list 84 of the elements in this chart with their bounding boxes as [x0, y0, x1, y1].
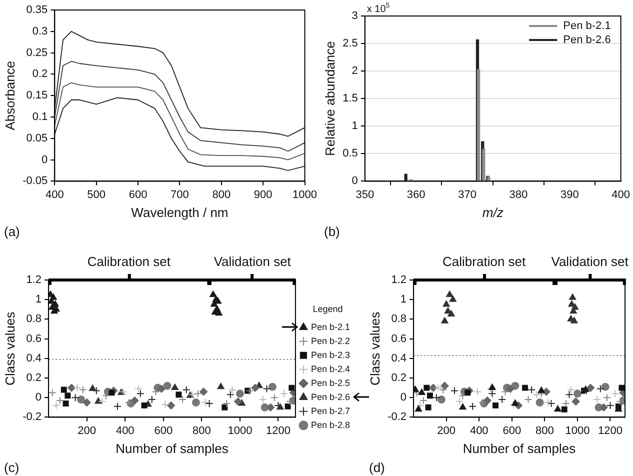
text: (c): [4, 460, 20, 475]
legend-label: Pen b-2.8: [310, 420, 350, 430]
x-axis-title: Number of samples: [462, 440, 576, 456]
y-tick-label: 0.8: [26, 313, 42, 326]
legend-label: Pen b-2.6: [563, 34, 611, 46]
y-tick-label: 1: [352, 120, 358, 132]
legend-title: Legend: [312, 304, 343, 314]
x-tick-label: 1000: [292, 188, 318, 201]
y-tick-label: 0.2: [391, 372, 407, 384]
y-tick-label: 0.2: [32, 68, 48, 80]
x-tick-label: 400: [116, 424, 134, 437]
x-tick-label: 600: [128, 188, 148, 201]
text: Calibration set: [87, 254, 171, 269]
y-axis-title: Absorbance: [2, 60, 18, 130]
text: (b): [324, 224, 340, 239]
legend-label: Pen b-2.1: [563, 20, 611, 32]
legend-label: Pen b-2.6: [310, 392, 350, 402]
y-tick-label: -0.2: [22, 411, 42, 424]
y-tick-label: 1.2: [391, 274, 407, 286]
y-tick-label: 0: [400, 392, 407, 404]
x-tick-label: 390: [560, 188, 579, 201]
y-tick-label: 0.2: [26, 372, 42, 384]
text: (d): [369, 460, 385, 475]
x-axis-title: Number of samples: [116, 440, 229, 456]
y-axis-title: Class values: [367, 311, 382, 386]
x-tick-label: 1000: [228, 424, 252, 437]
y-tick-label: 0: [35, 392, 42, 404]
x-tick-label: 360: [406, 188, 426, 201]
x-tick-label: 800: [212, 188, 231, 201]
y-tick-label: 0: [352, 175, 358, 188]
legend-label: Pen b-2.4: [310, 364, 350, 374]
y-tick-label: 0.3: [32, 25, 48, 38]
legend-label: Pen b-2.1: [310, 322, 350, 332]
x-tick-label: 200: [437, 424, 456, 437]
y-tick-label: 0.5: [342, 148, 358, 160]
x-tick-label: 1200: [266, 424, 290, 437]
y-tick-label: 3: [352, 10, 358, 22]
legend-label: Pen b-2.5: [310, 378, 350, 388]
text: Validation set: [214, 254, 292, 269]
text: (a): [4, 224, 20, 239]
y-tick-label: 0.35: [26, 4, 48, 16]
x-axis-title: Wavelength / nm: [131, 204, 228, 220]
y-tick-label: 2: [352, 65, 358, 78]
y-tick-label: 0.8: [391, 313, 407, 326]
x-tick-label: 800: [536, 424, 554, 437]
y-tick-label: 0.6: [391, 332, 407, 345]
x-tick-label: 400: [470, 424, 488, 437]
y-tick-label: 0.15: [26, 90, 48, 102]
x-tick-label: 400: [612, 188, 630, 201]
y-tick-label: 2.5: [342, 38, 358, 50]
legend-label: Pen b-2.3: [310, 350, 350, 360]
x-tick-label: 350: [356, 188, 374, 201]
x-tick-label: 200: [78, 424, 96, 437]
x-tick-label: 1000: [565, 424, 590, 437]
y-tick-label: 1: [35, 294, 42, 306]
x-axis-title: m/z: [482, 204, 504, 220]
y-tick-label: 0.6: [26, 332, 42, 345]
y-tick-label: 0.05: [26, 132, 48, 144]
x-tick-label: 900: [254, 188, 272, 201]
y-tick-label: -0.2: [388, 411, 407, 424]
x-tick-label: 600: [154, 424, 173, 437]
legend-label: Pen b-2.7: [310, 406, 350, 416]
y-tick-label: 0: [42, 154, 48, 166]
y-tick-label: 0.25: [26, 46, 48, 59]
x-tick-label: 800: [192, 424, 211, 437]
x-tick-label: 1200: [598, 424, 622, 437]
y-tick-label: 1.5: [342, 92, 358, 105]
x-tick-label: 700: [170, 188, 189, 201]
y-tick-label: 1: [400, 294, 407, 306]
text: Calibration set: [442, 254, 526, 269]
y-tick-label: -0.05: [22, 175, 48, 188]
y-axis-title: Class values: [2, 311, 18, 386]
y-tick-label: 0.4: [26, 352, 42, 364]
x-tick-label: 400: [45, 188, 64, 201]
legend-label: Pen b-2.2: [310, 336, 350, 346]
y-axis-title: Relative abundance: [322, 41, 338, 156]
x-tick-label: 600: [502, 424, 522, 437]
y-tick-label: 0.1: [32, 111, 48, 124]
x-tick-label: 500: [87, 188, 106, 201]
y-tick-label: 0.4: [391, 352, 407, 364]
x-tick-label: 370: [458, 188, 476, 201]
text: Validation set: [551, 254, 629, 269]
x-tick-label: 380: [509, 188, 528, 201]
y-tick-label: 1.2: [26, 274, 42, 286]
